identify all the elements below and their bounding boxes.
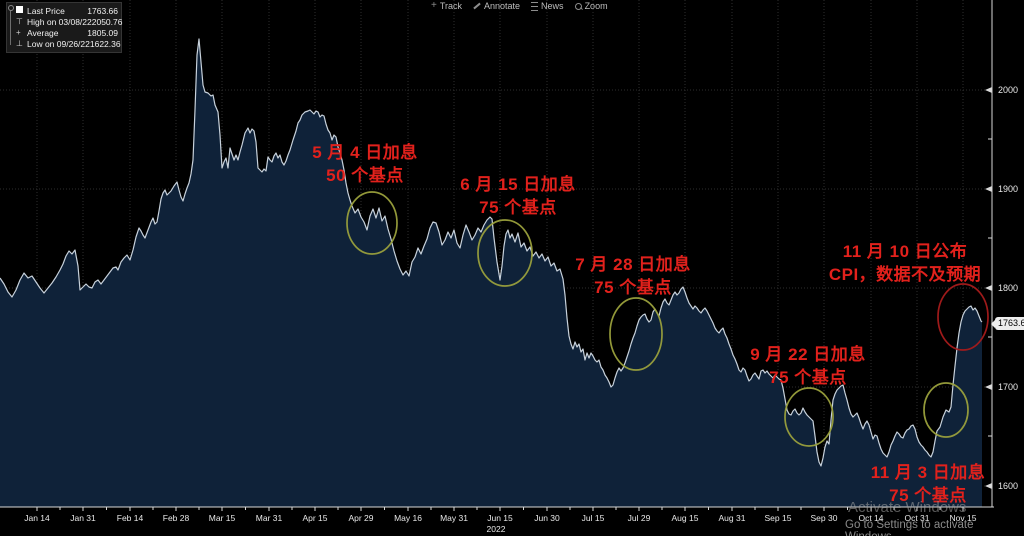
x-axis-label: Jul 29 [628, 513, 651, 523]
legend-value: 1622.36 [89, 38, 121, 49]
x-axis-label: Sep 30 [811, 513, 838, 523]
annotation-jun15-rate-hike[interactable]: 6 月 15 日加息 75 个基点 [460, 173, 576, 219]
x-axis-label: May 16 [394, 513, 422, 523]
legend-value: 1763.66 [87, 5, 118, 16]
toolbar-zoom-label: Zoom [584, 1, 608, 11]
toolbar-news-button[interactable]: News [531, 1, 564, 11]
x-axis-label: Oct 31 [904, 513, 929, 523]
annotation-may4-rate-hike[interactable]: 5 月 4 日加息 50 个基点 [312, 141, 418, 187]
annotation-jul28-rate-hike[interactable]: 7 月 28 日加息 75 个基点 [575, 253, 691, 299]
annotation-line1: 7 月 28 日加息 [575, 255, 691, 274]
x-axis-label: Oct 14 [858, 513, 883, 523]
toolbar-track-label: Track [439, 1, 463, 11]
legend-row-low[interactable]: Low on 09/26/22 1622.36 [16, 38, 121, 49]
annotation-line2: 75 个基点 [479, 198, 557, 217]
x-axis-label: Feb 14 [117, 513, 144, 523]
y-tick-arrow [985, 87, 992, 93]
y-axis-label: 1700 [998, 382, 1018, 392]
y-tick-arrow [985, 384, 992, 390]
legend-label: Low on 09/26/22 [27, 38, 90, 49]
watermark-activate-windows-hint: Go to Settings to activate Windows. [845, 519, 974, 536]
x-axis-label: Jul 15 [582, 513, 605, 523]
price-area-fill [0, 39, 982, 507]
legend-bracket [8, 5, 14, 45]
pencil-icon [473, 2, 481, 10]
legend-row-high[interactable]: High on 03/08/22 2050.76 [16, 16, 122, 27]
y-axis-label: 1900 [998, 184, 1018, 194]
y-tick-arrow [985, 483, 992, 489]
event-circle-annotation[interactable] [477, 219, 533, 287]
annotation-sep22-rate-hike[interactable]: 9 月 22 日加息 75 个基点 [750, 343, 866, 389]
x-axis-label: Aug 15 [672, 513, 699, 523]
annotation-line2: 75 个基点 [889, 486, 967, 505]
toolbar-track-button[interactable]: + Track [431, 0, 463, 12]
watermark-activate-windows: Activate Windows [848, 499, 967, 516]
legend-label: High on 03/08/22 [27, 16, 92, 27]
x-axis-label: Feb 28 [163, 513, 190, 523]
y-axis-label: 2000 [998, 85, 1018, 95]
annotation-nov10-cpi[interactable]: 11 月 10 日公布 CPI，数据不及预期 [829, 240, 981, 286]
x-axis-label: Jun 15 [487, 513, 513, 523]
high-marker-icon [16, 18, 27, 26]
legend-row-last-price[interactable]: Last Price 1763.66 [16, 5, 118, 16]
x-axis-label: Mar 31 [256, 513, 283, 523]
annotation-line2: 75 个基点 [594, 278, 672, 297]
annotation-line1: 5 月 4 日加息 [312, 143, 418, 162]
average-marker-icon [16, 29, 27, 37]
x-axis-label: Apr 29 [348, 513, 373, 523]
series-swatch-icon [16, 6, 27, 15]
x-axis-label: Jan 31 [70, 513, 96, 523]
chart-toolbar: + Track Annotate News Zoom [431, 0, 608, 12]
y-axis-label: 1600 [998, 481, 1018, 491]
x-axis-label: Jun 30 [534, 513, 560, 523]
x-axis-label: Apr 15 [302, 513, 327, 523]
legend-label: Last Price [27, 5, 65, 16]
legend-label: Average [27, 27, 59, 38]
legend-row-average[interactable]: Average 1805.09 [16, 27, 118, 38]
y-tick-arrow [985, 186, 992, 192]
x-axis-label: Sep 15 [765, 513, 792, 523]
event-circle-annotation[interactable] [784, 387, 834, 447]
toolbar-zoom-button[interactable]: Zoom [574, 1, 608, 11]
toolbar-annotate-label: Annotate [484, 1, 521, 11]
annotation-nov3-rate-hike[interactable]: 11 月 3 日加息 75 个基点 [871, 461, 986, 507]
annotation-line2: CPI，数据不及预期 [828, 265, 982, 284]
price-line [0, 38, 983, 467]
legend-value: 2050.76 [91, 16, 123, 27]
annotation-line1: 6 月 15 日加息 [460, 175, 576, 194]
last-price-axis-badge: 1763.66 [991, 317, 1024, 330]
event-circle-annotation[interactable] [923, 382, 969, 438]
y-axis-label: 1800 [998, 283, 1018, 293]
crosshair-icon: + [431, 0, 437, 11]
low-marker-icon [16, 40, 27, 48]
magnifier-icon [574, 2, 582, 10]
x-axis-label: Nov 15 [950, 513, 977, 523]
event-circle-annotation[interactable] [609, 297, 663, 371]
annotation-line2: 50 个基点 [326, 166, 404, 185]
legend-panel: Last Price 1763.66 High on 03/08/22 2050… [6, 2, 122, 53]
annotation-line1: 11 月 3 日加息 [870, 463, 986, 482]
x-axis-label: May 31 [440, 513, 468, 523]
x-axis-label: Aug 31 [719, 513, 746, 523]
y-tick-arrow [985, 285, 992, 291]
toolbar-annotate-button[interactable]: Annotate [473, 1, 520, 11]
legend-value: 1805.09 [87, 27, 118, 38]
x-axis-year-label: 2022 [487, 524, 506, 534]
annotation-line2: 75 个基点 [769, 368, 847, 387]
x-axis-label: Mar 15 [209, 513, 236, 523]
event-circle-annotation[interactable] [937, 283, 989, 351]
toolbar-news-label: News [541, 1, 564, 11]
event-circle-annotation[interactable] [346, 191, 398, 255]
annotation-line1: 11 月 10 日公布 [842, 242, 968, 261]
news-lines-icon [531, 1, 539, 11]
annotation-line1: 9 月 22 日加息 [750, 345, 866, 364]
x-axis-label: Jan 14 [24, 513, 50, 523]
